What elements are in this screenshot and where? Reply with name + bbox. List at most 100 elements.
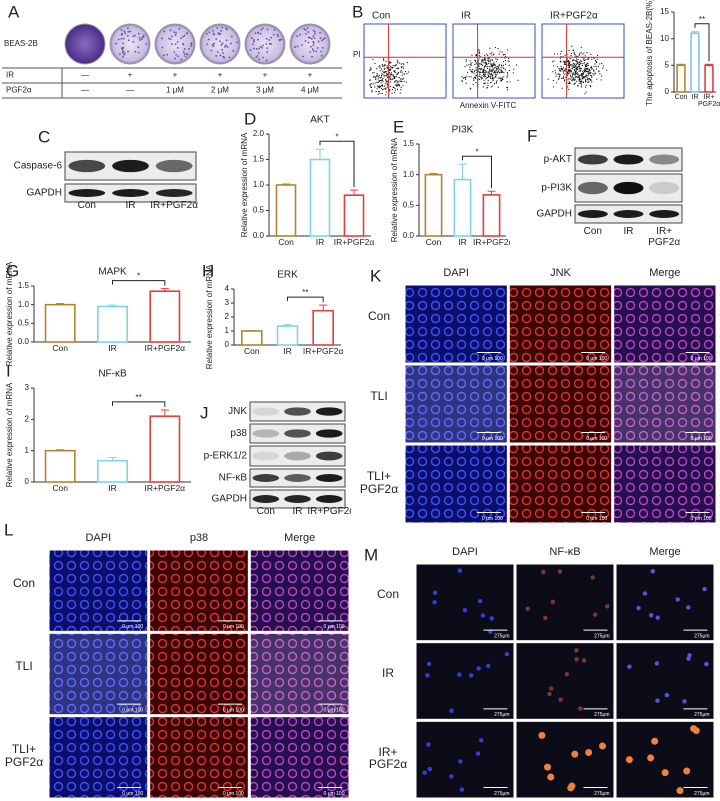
event-dot bbox=[475, 60, 477, 63]
cell bbox=[654, 661, 659, 666]
event-dot bbox=[390, 78, 392, 80]
blot-row-label: GAPDH bbox=[536, 209, 572, 220]
colony bbox=[174, 43, 177, 46]
event-dot bbox=[567, 82, 569, 85]
event-dot bbox=[470, 70, 472, 72]
event-dot bbox=[558, 76, 560, 78]
event-dot bbox=[568, 64, 570, 67]
colony bbox=[314, 30, 316, 33]
event-dot bbox=[573, 66, 576, 69]
event-dot bbox=[582, 62, 584, 65]
cell bbox=[590, 575, 595, 580]
panel-letter: I bbox=[6, 361, 11, 380]
colony bbox=[123, 52, 126, 55]
label-box: Con bbox=[52, 344, 68, 352]
event-dot bbox=[576, 80, 578, 83]
event-dot bbox=[593, 74, 595, 76]
event-dot bbox=[483, 62, 485, 64]
event-dot bbox=[495, 70, 497, 72]
scale-bar-label: 275μm bbox=[694, 791, 709, 797]
event-dot bbox=[398, 80, 400, 82]
event-dot bbox=[558, 67, 560, 70]
label-box: IR bbox=[108, 484, 117, 492]
event-dot bbox=[493, 62, 495, 64]
event-dot bbox=[589, 85, 591, 87]
colony bbox=[316, 47, 319, 49]
y-tick-label: 15 bbox=[660, 7, 669, 16]
blot-row-label: JNK bbox=[228, 406, 247, 417]
colony bbox=[230, 42, 232, 45]
event-dot bbox=[585, 69, 587, 71]
event-dot bbox=[559, 57, 561, 60]
micrograph bbox=[416, 643, 514, 719]
colony bbox=[215, 38, 218, 40]
event-dot bbox=[461, 75, 463, 78]
event-dot bbox=[492, 64, 495, 66]
colony bbox=[169, 38, 172, 41]
event-dot bbox=[383, 85, 386, 87]
colony bbox=[170, 35, 173, 38]
event-dot bbox=[389, 81, 391, 83]
event-dot bbox=[499, 68, 501, 70]
event-dot bbox=[556, 82, 558, 84]
event-dot bbox=[475, 66, 477, 68]
colony bbox=[140, 38, 143, 40]
event-dot bbox=[582, 73, 584, 76]
event-dot bbox=[464, 66, 466, 68]
micrograph bbox=[509, 285, 612, 363]
event-dot bbox=[373, 72, 375, 74]
colony bbox=[169, 29, 172, 32]
event-dot bbox=[562, 67, 565, 69]
cell bbox=[664, 692, 670, 698]
event-dot bbox=[576, 55, 578, 57]
bar bbox=[690, 32, 700, 93]
event-dot bbox=[475, 53, 478, 56]
event-dot bbox=[564, 63, 567, 66]
event-dot bbox=[504, 59, 507, 62]
y-axis-label: Relative expression of mRNA bbox=[205, 264, 214, 369]
event-dot bbox=[584, 93, 586, 95]
event-dot bbox=[587, 71, 589, 73]
event-dot bbox=[593, 57, 595, 60]
event-dot bbox=[383, 71, 385, 73]
table-cell: — bbox=[81, 86, 89, 95]
event-dot bbox=[587, 75, 589, 77]
colony bbox=[259, 32, 262, 35]
event-dot bbox=[494, 76, 496, 78]
x-tick-label: IR bbox=[691, 94, 699, 101]
event-dot bbox=[606, 69, 608, 71]
blot-band bbox=[315, 429, 343, 438]
event-dot bbox=[552, 71, 554, 73]
scale-bar-label: 0 μm 100 bbox=[223, 624, 244, 630]
cell bbox=[682, 699, 687, 704]
colony bbox=[171, 43, 173, 45]
event-dot bbox=[560, 69, 562, 71]
micrograph bbox=[49, 633, 148, 715]
event-dot bbox=[493, 77, 495, 79]
event-dot bbox=[492, 63, 494, 65]
event-dot bbox=[395, 64, 397, 66]
blot-band bbox=[315, 495, 343, 503]
colony bbox=[310, 37, 313, 40]
colony bbox=[122, 56, 124, 58]
scale-bar-label: 275μm bbox=[694, 712, 709, 718]
event-dot bbox=[560, 77, 563, 80]
event-dot bbox=[506, 89, 508, 91]
event-dot bbox=[395, 80, 397, 82]
event-dot bbox=[483, 75, 485, 77]
bar bbox=[276, 325, 299, 346]
event-dot bbox=[585, 75, 587, 77]
x-tick-label: IR+ PGF2α bbox=[698, 94, 720, 109]
colony bbox=[320, 50, 323, 53]
colony-dish bbox=[244, 23, 286, 65]
colony bbox=[270, 43, 273, 45]
event-dot bbox=[390, 72, 393, 74]
blot-strip bbox=[249, 445, 346, 467]
event-dot bbox=[581, 73, 583, 75]
colony bbox=[226, 46, 229, 48]
colony bbox=[220, 29, 222, 32]
colony bbox=[177, 55, 180, 58]
blot-band bbox=[577, 210, 608, 218]
event-dot bbox=[556, 73, 558, 75]
